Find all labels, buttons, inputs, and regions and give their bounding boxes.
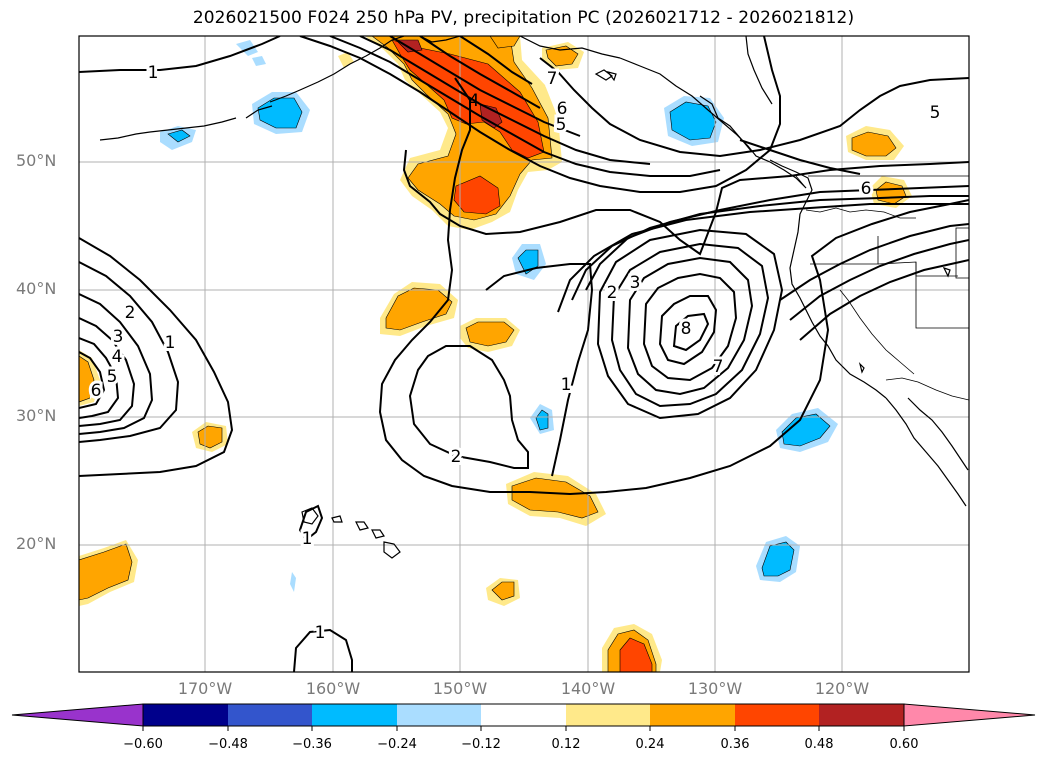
colorbar-tick-label: 0.60 xyxy=(889,737,919,752)
colorbar-segment xyxy=(397,704,481,726)
colorbar-segment xyxy=(566,704,650,726)
precip-positive-region xyxy=(465,321,515,347)
map-frame xyxy=(78,35,970,673)
precip-negative-region xyxy=(290,572,296,592)
precip-negative-region xyxy=(669,101,717,141)
colorbar-tick-label: 0.24 xyxy=(635,737,665,752)
colorbar-tick-label: −0.24 xyxy=(377,737,417,752)
precip-positive-region xyxy=(385,287,453,331)
colorbar-frame xyxy=(142,703,905,727)
contour-label: 5 xyxy=(930,103,941,123)
contour-label: 6 xyxy=(861,179,872,199)
lon-label: 120°W xyxy=(814,679,870,698)
contour-label: 6 xyxy=(91,381,102,401)
precip-positive-region xyxy=(851,131,897,157)
contour-label: 1 xyxy=(302,529,313,549)
precip-positive-region xyxy=(79,355,95,403)
contour-label: 5 xyxy=(107,367,118,387)
contour-labels: 1 4 7 6 5 5 6 2 3 8 7 1 2 2 3 4 5 6 1 1 … xyxy=(88,60,944,646)
colorbar-tick-label: −0.12 xyxy=(461,737,501,752)
lat-label: 20°N xyxy=(16,534,57,553)
precip-negative-region xyxy=(252,56,266,66)
map-title: 2026021500 F024 250 hPa PV, precipitatio… xyxy=(192,8,855,28)
precip-positive-region xyxy=(489,36,521,49)
lat-label: 40°N xyxy=(16,279,57,298)
colorbar-segment xyxy=(650,704,735,726)
contour-label: 5 xyxy=(556,115,567,135)
contour-label: 3 xyxy=(630,273,641,293)
colorbar-segment xyxy=(735,704,819,726)
precip-positive-region xyxy=(491,581,515,601)
colorbar-extend-min xyxy=(11,703,144,727)
lon-label: 140°W xyxy=(560,679,616,698)
colorbar-segment xyxy=(312,704,397,726)
colorbar-segment xyxy=(481,704,566,726)
contour-label: 3 xyxy=(113,327,124,347)
contour-label: 1 xyxy=(148,63,159,83)
precip-positive-region xyxy=(453,175,501,215)
contour-label: 4 xyxy=(469,91,480,111)
colorbar-tick-label: −0.48 xyxy=(208,737,248,752)
precip-negative-region xyxy=(167,129,191,143)
precip-negative-region xyxy=(535,409,549,431)
colorbar-tick-label: 0.36 xyxy=(720,737,750,752)
contour-label: 4 xyxy=(112,347,123,367)
colorbar-tick-label: 0.12 xyxy=(551,737,581,752)
colorbar xyxy=(11,703,1036,731)
precip-positive-region xyxy=(511,477,599,519)
precip-negative-region xyxy=(236,40,258,56)
colorbar-tick-label: −0.36 xyxy=(292,737,332,752)
lon-label: 170°W xyxy=(177,679,233,698)
lon-label: 160°W xyxy=(305,679,361,698)
lat-label: 30°N xyxy=(16,406,57,425)
colorbar-tick-label: 0.48 xyxy=(804,737,834,752)
contour-label: 2 xyxy=(451,447,462,467)
contour-label: 1 xyxy=(315,623,326,643)
precip-positive-region xyxy=(197,425,223,449)
political-borders xyxy=(795,175,969,401)
precip-negative-region xyxy=(257,97,303,129)
colorbar-segment xyxy=(228,704,312,726)
contour-label: 7 xyxy=(547,69,558,89)
coastlines xyxy=(99,36,969,559)
colorbar-extend-max xyxy=(903,703,1036,727)
colorbar-tick-label: −0.60 xyxy=(123,737,163,752)
contour-label: 1 xyxy=(165,333,176,353)
colorbar-segment xyxy=(143,704,228,726)
colorbar-segment xyxy=(819,704,904,726)
lon-label: 150°W xyxy=(432,679,488,698)
pv-contours xyxy=(79,36,969,672)
contour-label: 8 xyxy=(681,319,692,339)
precipitation-shading xyxy=(79,36,912,672)
precip-positive-region xyxy=(545,45,579,67)
contour-label: 7 xyxy=(713,357,724,377)
contour-label: 2 xyxy=(607,283,618,303)
precip-positive-region xyxy=(619,637,653,672)
lon-label: 130°W xyxy=(687,679,743,698)
precip-positive-region xyxy=(79,543,133,601)
contour-label: 6 xyxy=(557,99,568,119)
contour-label: 1 xyxy=(561,375,572,395)
contour-label: 2 xyxy=(125,303,136,323)
lat-label: 50°N xyxy=(16,151,57,170)
